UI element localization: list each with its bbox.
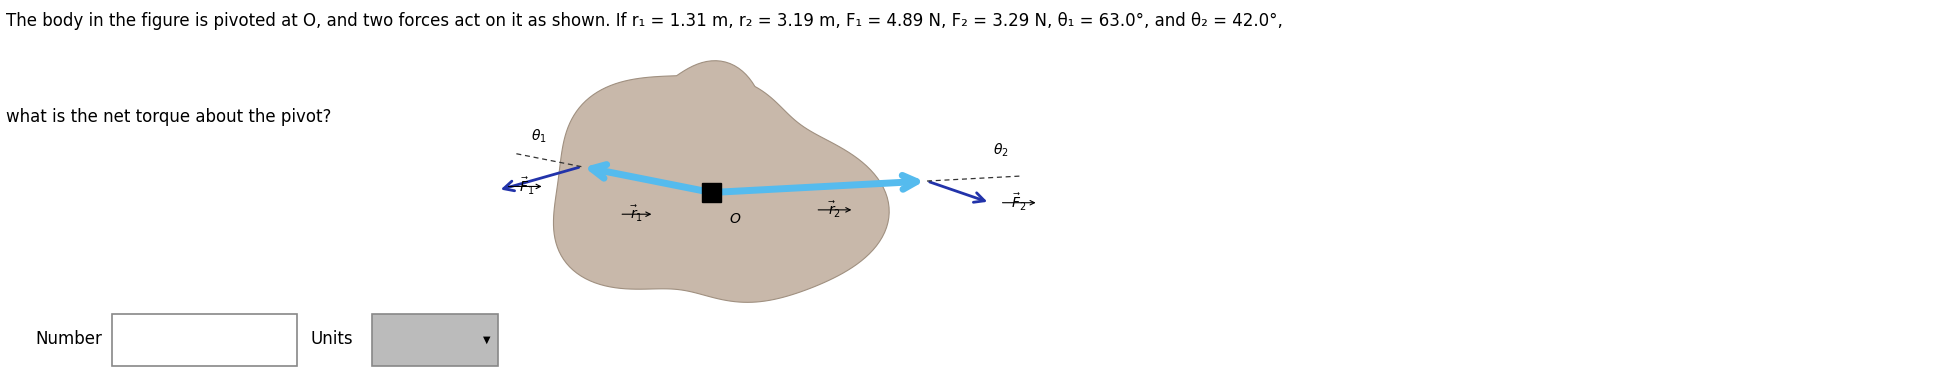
Text: $\vec{r}_1$: $\vec{r}_1$ — [630, 204, 644, 224]
Text: Units: Units — [310, 330, 353, 348]
Text: $O$: $O$ — [729, 213, 741, 226]
Text: $\vec{F}_1$: $\vec{F}_1$ — [520, 176, 535, 197]
FancyBboxPatch shape — [112, 314, 297, 366]
FancyBboxPatch shape — [372, 314, 498, 366]
Text: The body in the figure is pivoted at O, and two forces act on it as shown. If r₁: The body in the figure is pivoted at O, … — [6, 12, 1284, 30]
Text: $\vec{F}_2$: $\vec{F}_2$ — [1012, 192, 1028, 213]
Text: Number: Number — [35, 330, 101, 348]
Text: $\theta_1$: $\theta_1$ — [531, 127, 547, 144]
Polygon shape — [702, 183, 721, 202]
Text: what is the net torque about the pivot?: what is the net torque about the pivot? — [6, 108, 332, 126]
Text: ▼: ▼ — [483, 335, 491, 345]
Polygon shape — [553, 61, 890, 302]
Text: $\theta_2$: $\theta_2$ — [993, 142, 1008, 159]
Text: $\vec{r}_2$: $\vec{r}_2$ — [828, 200, 842, 220]
